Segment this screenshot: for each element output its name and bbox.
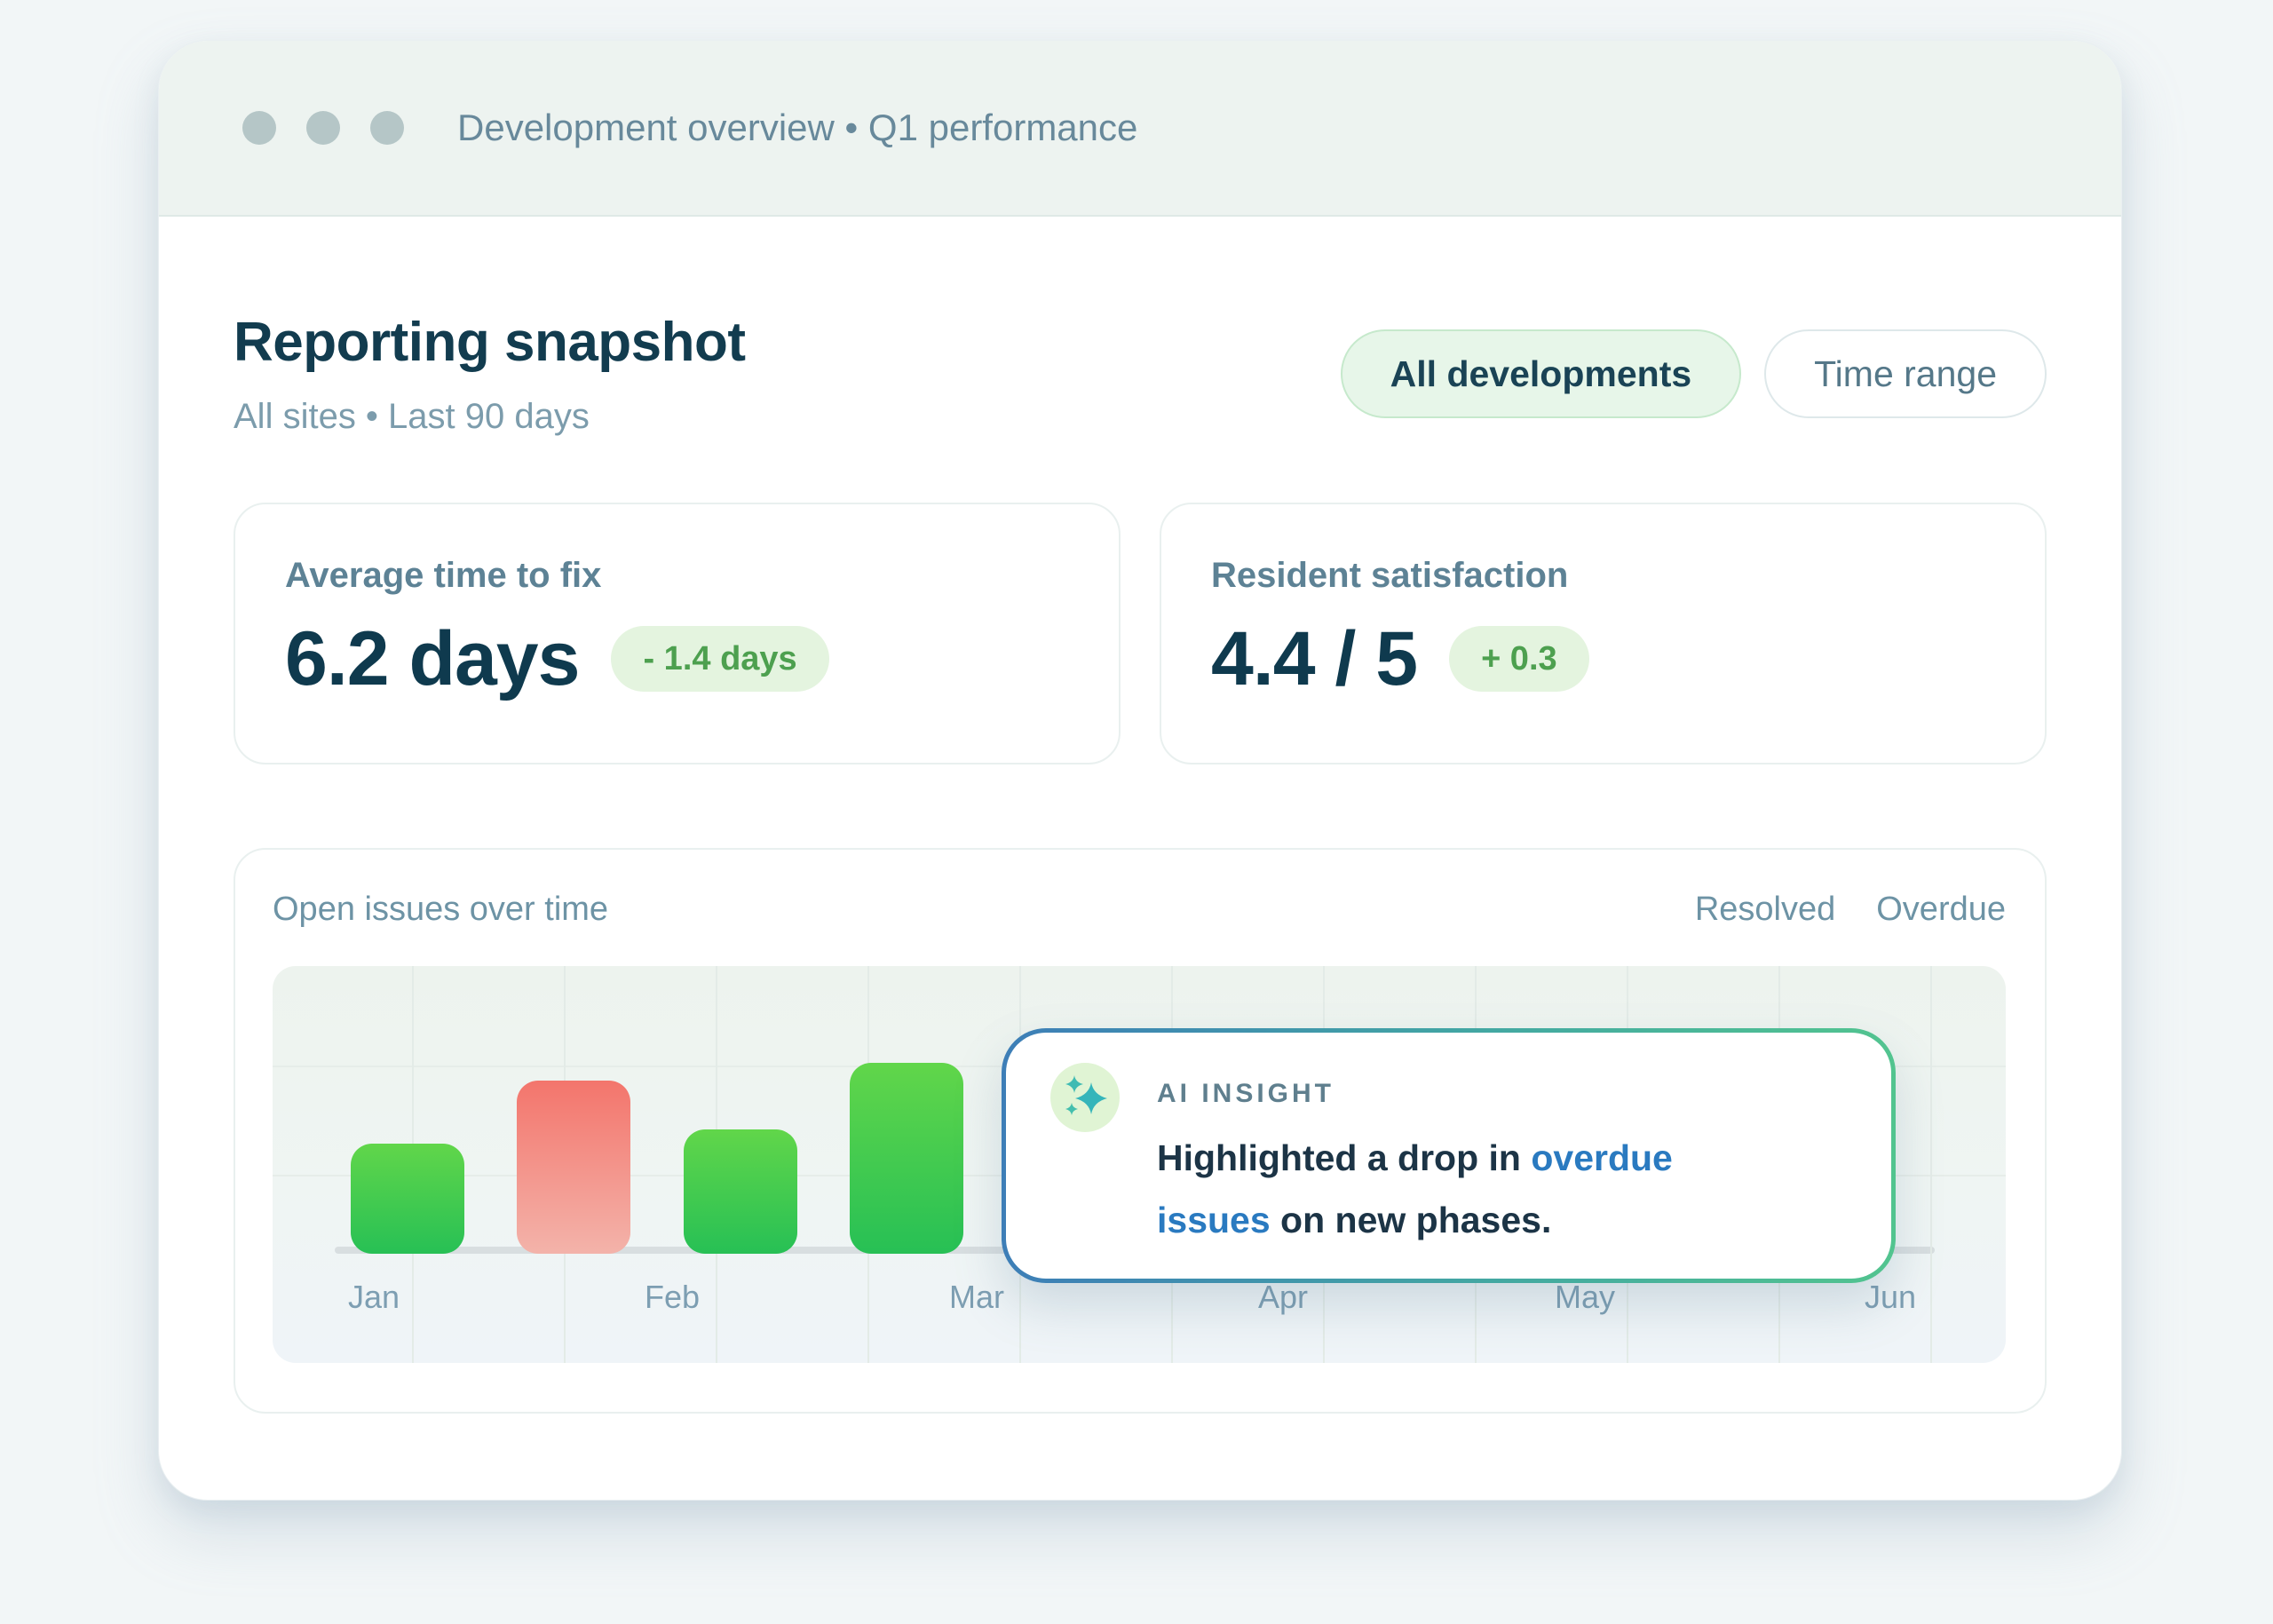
chart-bar-resolved — [684, 1129, 797, 1254]
ai-insight-callout: AI INSIGHT Highlighted a drop in overdue… — [1002, 1028, 1896, 1283]
x-axis-label: May — [1554, 1279, 1616, 1315]
page-title: Reporting snapshot — [234, 312, 746, 373]
x-axis-label: Jan — [347, 1279, 400, 1315]
ai-insight-inner: AI INSIGHT Highlighted a drop in overdue… — [1006, 1033, 1891, 1279]
chart-bar-overdue — [517, 1081, 630, 1254]
stat-value-row: 6.2 days - 1.4 days — [285, 621, 1069, 697]
stat-label: Average time to fix — [285, 556, 602, 595]
chart-card: Open issues over time Resolved Overdue J… — [234, 848, 2047, 1414]
sparkles-icon — [1050, 1063, 1120, 1132]
bar-chart-plot: Jun May Apr Mar Feb Jan AI INSIGHT — [273, 966, 2006, 1363]
legend-item-overdue[interactable]: Overdue — [1876, 891, 2006, 928]
window-titlebar: Development overview • Q1 performance — [159, 41, 2121, 217]
main-content: Reporting snapshot All sites • Last 90 d… — [159, 311, 2121, 1414]
window-control-dot-3[interactable] — [370, 111, 404, 145]
window-control-dot-2[interactable] — [306, 111, 340, 145]
chart-header: Open issues over time Resolved Overdue — [273, 891, 2006, 929]
header-text-block: Reporting snapshot All sites • Last 90 d… — [234, 311, 746, 437]
legend-item-resolved[interactable]: Resolved — [1694, 891, 1836, 928]
window-title: Development overview • Q1 performance — [457, 107, 1138, 148]
app-window: Development overview • Q1 performance Re… — [158, 40, 2122, 1501]
x-axis-label: Feb — [644, 1279, 701, 1315]
stat-delta-badge: + 0.3 — [1449, 626, 1589, 692]
window-control-dot-1[interactable] — [242, 111, 276, 145]
filter-buttons: All developments Time range — [1340, 329, 2047, 418]
chart-title: Open issues over time — [273, 891, 609, 928]
chart-legend: Resolved Overdue — [1695, 891, 2006, 929]
stat-delta-badge: - 1.4 days — [611, 626, 829, 692]
chart-bar-resolved — [850, 1063, 963, 1254]
x-axis-label: Jun — [1864, 1279, 1917, 1315]
stat-value: 6.2 days — [285, 616, 580, 701]
gridline-vertical — [1930, 966, 1932, 1363]
stat-card-resident-satisfaction: Resident satisfaction 4.4 / 5 + 0.3 — [1160, 503, 2047, 764]
x-axis-label: Mar — [949, 1279, 1004, 1315]
ai-insight-text: Highlighted a drop in overdue issues on n… — [1157, 1137, 1673, 1240]
header-row: Reporting snapshot All sites • Last 90 d… — [234, 311, 2047, 437]
stat-label: Resident satisfaction — [1211, 556, 1569, 595]
stat-value-row: 4.4 / 5 + 0.3 — [1211, 621, 1995, 697]
stat-value: 4.4 / 5 — [1211, 616, 1418, 701]
filter-all-developments-button[interactable]: All developments — [1340, 329, 1742, 418]
stat-card-average-time-to-fix: Average time to fix 6.2 days - 1.4 days — [234, 503, 1121, 764]
stats-row: Average time to fix 6.2 days - 1.4 days … — [234, 503, 2047, 764]
page-subtitle: All sites • Last 90 days — [234, 397, 590, 436]
ai-insight-label: AI INSIGHT — [1157, 1079, 1335, 1108]
x-axis-label: Apr — [1257, 1279, 1309, 1315]
filter-time-range-button[interactable]: Time range — [1764, 329, 2047, 418]
chart-bar-resolved — [351, 1144, 464, 1254]
